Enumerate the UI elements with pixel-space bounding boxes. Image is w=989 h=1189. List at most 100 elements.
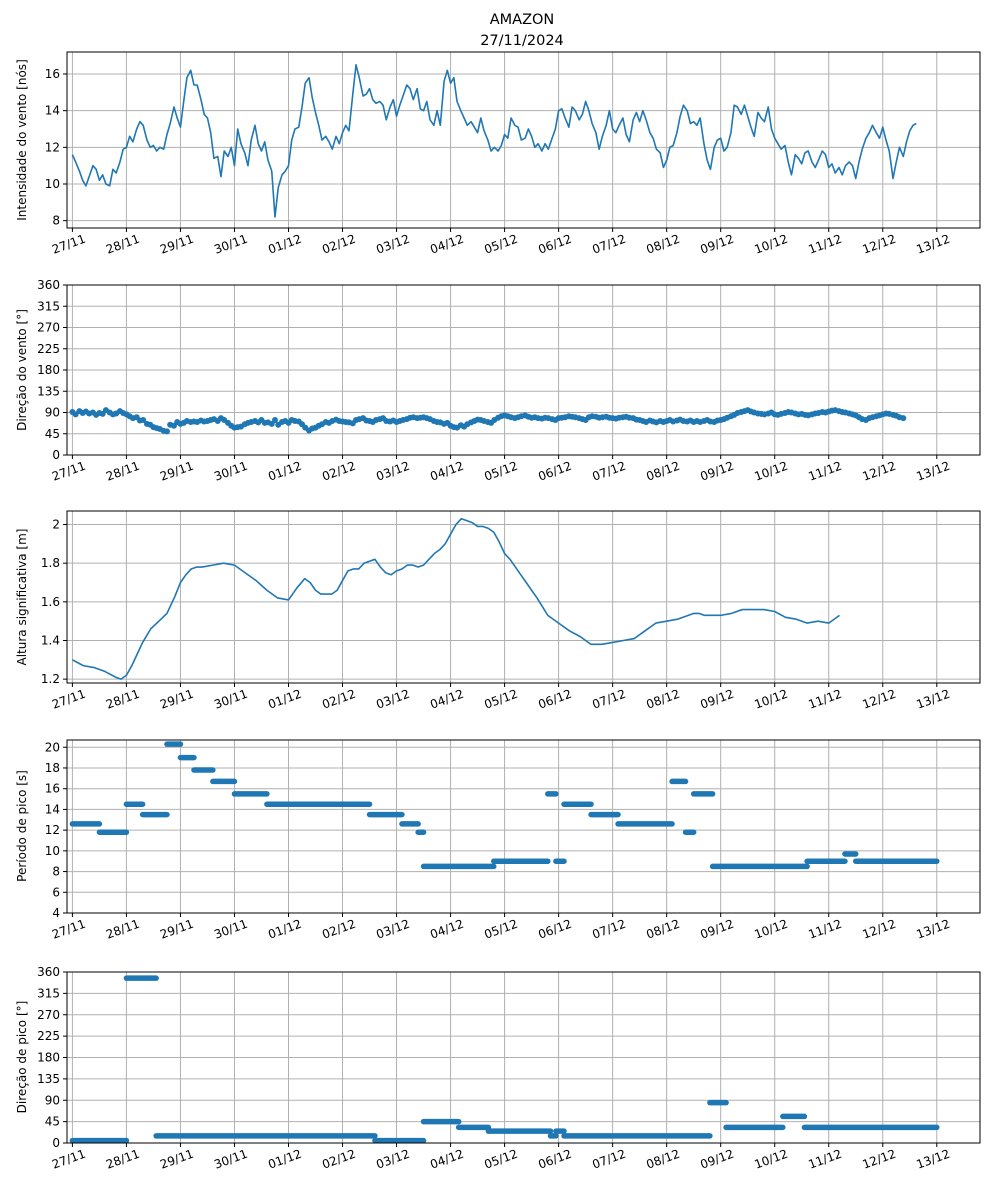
y-axis-label: Intensidade do vento [nós] — [15, 59, 29, 221]
x-tick-label: 01/12 — [266, 1147, 303, 1172]
x-tick-label: 29/11 — [158, 917, 195, 942]
data-point — [924, 0, 930, 3]
y-tick-label: 360 — [37, 278, 60, 292]
x-tick-label: 28/11 — [104, 917, 141, 942]
x-tick-label: 27/11 — [50, 687, 87, 712]
x-tick-label: 05/12 — [482, 917, 519, 942]
y-tick-label: 0 — [52, 1136, 60, 1150]
x-tick-label: 09/12 — [698, 1147, 735, 1172]
series-line — [71, 64, 917, 218]
panel-wind-direction: 27/11 28/11 29/11 30/11 01/12 02/12 03/12 04/12… — [15, 0, 981, 484]
y-tick-label: 270 — [37, 1008, 60, 1022]
x-tick-label: 09/12 — [698, 687, 735, 712]
x-tick-label: 10/12 — [752, 917, 789, 942]
data-point — [931, 0, 937, 3]
y-tick-label: 135 — [37, 384, 60, 398]
data-point — [907, 0, 913, 3]
x-tick-label: 09/12 — [698, 917, 735, 942]
y-tick-label: 1.4 — [41, 633, 60, 647]
y-tick-label: 270 — [37, 321, 60, 335]
y-axis-label: Período de pico [s] — [15, 770, 29, 882]
x-tick-label: 07/12 — [590, 917, 627, 942]
x-tick-label: 10/12 — [752, 232, 789, 257]
x-tick-label: 13/12 — [915, 687, 952, 712]
plot-frame — [66, 284, 981, 456]
y-tick-label: 1.2 — [41, 672, 60, 686]
x-tick-label: 02/12 — [320, 917, 357, 942]
y-tick-label: 6 — [52, 885, 60, 899]
x-tick-label: 30/11 — [212, 1147, 249, 1172]
x-tick-label: 09/12 — [698, 459, 735, 484]
x-tick-label: 04/12 — [428, 459, 465, 484]
series-group — [69, 975, 940, 1143]
data-point — [900, 415, 907, 422]
x-tick-label: 04/12 — [428, 232, 465, 257]
y-tick-label: 45 — [45, 1115, 60, 1129]
y-axis-label: Direção de pico [°] — [15, 1001, 29, 1114]
x-tick-label: 03/12 — [374, 459, 411, 484]
x-tick-label: 08/12 — [644, 917, 681, 942]
x-tick-label: 13/12 — [915, 459, 952, 484]
data-point — [920, 0, 926, 3]
x-tick-label: 08/12 — [644, 459, 681, 484]
x-tick-label: 10/12 — [752, 687, 789, 712]
data-point — [913, 0, 919, 3]
chart-subtitle: 27/11/2024 — [480, 33, 564, 49]
y-tick-label: 2 — [52, 518, 60, 532]
x-tick-label: 13/12 — [915, 1147, 952, 1172]
x-tick-label: 02/12 — [320, 687, 357, 712]
x-tick-label: 29/11 — [158, 232, 195, 257]
x-tick-label: 07/12 — [590, 459, 627, 484]
panel-peak-period: 27/11 28/11 29/11 30/11 01/12 02/12 03/12 04/12… — [15, 739, 981, 942]
x-tick-label: 11/12 — [806, 917, 843, 942]
y-tick-label: 18 — [45, 761, 60, 775]
x-tick-label: 11/12 — [806, 459, 843, 484]
data-point — [934, 0, 940, 3]
x-tick-label: 11/12 — [806, 687, 843, 712]
series-line — [72, 517, 841, 680]
y-tick-label: 10 — [45, 177, 60, 191]
panel-peak-direction: 27/11 28/11 29/11 30/11 01/12 02/12 03/12 04/12… — [15, 965, 981, 1172]
y-tick-label: 8 — [52, 865, 60, 879]
x-tick-label: 06/12 — [536, 232, 573, 257]
x-tick-label: 29/11 — [158, 1147, 195, 1172]
x-tick-label: 11/12 — [806, 1147, 843, 1172]
x-tick-label: 29/11 — [158, 459, 195, 484]
x-tick-label: 08/12 — [644, 687, 681, 712]
y-tick-label: 315 — [37, 299, 60, 313]
data-point — [271, 417, 278, 424]
y-tick-label: 360 — [37, 965, 60, 979]
x-tick-label: 09/12 — [698, 232, 735, 257]
x-tick-label: 04/12 — [428, 917, 465, 942]
data-point — [140, 417, 147, 424]
panel-wind-speed: 27/11 28/11 29/11 30/11 01/12 02/12 03/12 04/12… — [15, 51, 981, 257]
y-tick-label: 90 — [45, 406, 60, 420]
plot-frame — [66, 510, 981, 684]
y-tick-label: 14 — [45, 802, 60, 816]
x-tick-label: 06/12 — [536, 917, 573, 942]
x-tick-label: 05/12 — [482, 459, 519, 484]
x-tick-label: 05/12 — [482, 1147, 519, 1172]
x-tick-label: 08/12 — [644, 1147, 681, 1172]
y-tick-label: 4 — [52, 906, 60, 920]
x-tick-label: 06/12 — [536, 687, 573, 712]
y-tick-label: 14 — [45, 104, 60, 118]
chart-title: AMAZON — [490, 12, 555, 28]
plot-frame — [66, 971, 981, 1144]
data-point — [910, 0, 916, 3]
y-tick-label: 45 — [45, 427, 60, 441]
x-tick-label: 03/12 — [374, 917, 411, 942]
y-tick-label: 315 — [37, 986, 60, 1000]
x-tick-label: 13/12 — [915, 917, 952, 942]
x-tick-label: 06/12 — [536, 1147, 573, 1172]
x-tick-label: 27/11 — [50, 459, 87, 484]
x-tick-label: 30/11 — [212, 232, 249, 257]
x-tick-label: 02/12 — [320, 1147, 357, 1172]
y-tick-label: 1.8 — [41, 556, 60, 570]
x-tick-label: 07/12 — [590, 687, 627, 712]
y-tick-label: 135 — [37, 1072, 60, 1086]
x-tick-label: 03/12 — [374, 1147, 411, 1172]
series-group — [71, 64, 917, 218]
x-tick-label: 07/12 — [590, 1147, 627, 1172]
